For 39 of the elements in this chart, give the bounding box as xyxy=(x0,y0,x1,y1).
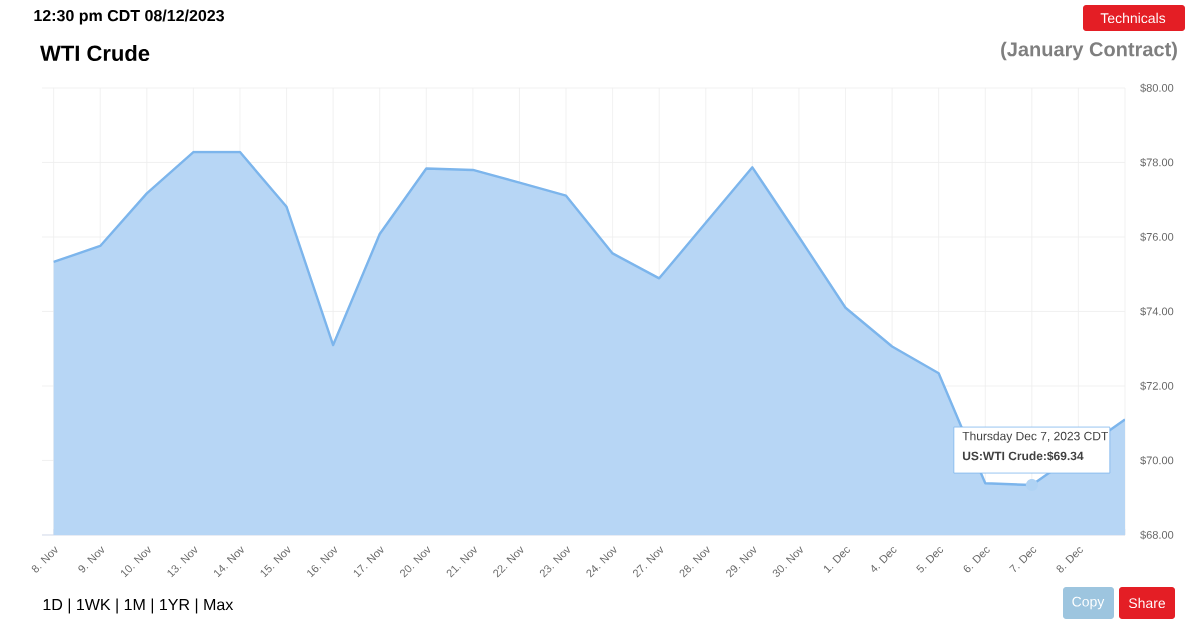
x-tick-label: 27. Nov xyxy=(633,546,664,578)
text: 12:30 pm CDT 08/12/2023 xyxy=(34,9,224,25)
x-tick-label: 4. Dec xyxy=(871,547,897,573)
y-tick-label: $78.00 xyxy=(1140,158,1174,167)
y-tick-label: $80.00 xyxy=(1140,83,1174,93)
annotation: US:WTI Crude:$69.34 xyxy=(962,451,1084,461)
x-tick-label: 7. Dec xyxy=(1009,547,1037,573)
y-tick-label: $76.00 xyxy=(1140,232,1174,242)
y-tick-label: $68.00 xyxy=(1140,530,1174,540)
x-tick-label: 1. Dec xyxy=(823,547,850,573)
x-tick-label: 28. Nov xyxy=(679,546,710,578)
y-tick-label: $70.00 xyxy=(1140,456,1174,465)
text: 1D | 1WK | 1M | 1YR | Max xyxy=(43,598,234,614)
y-tick-label: $74.00 xyxy=(1140,307,1174,316)
x-tick-label: 22. Nov xyxy=(493,546,524,578)
x-tick-label: 21. Nov xyxy=(446,546,477,578)
x-tick-label: 14. Nov xyxy=(214,546,244,578)
text: Copy xyxy=(1072,596,1105,610)
x-tick-label: 8. Dec xyxy=(1056,547,1083,573)
x-tick-label: 20. Nov xyxy=(400,546,431,578)
x-tick-label: 13. Nov xyxy=(167,546,198,578)
x-tick-label: 29. Nov xyxy=(726,546,757,578)
y-tick-label: $72.00 xyxy=(1140,381,1174,391)
x-tick-label: 15. Nov xyxy=(260,546,291,578)
chart-subtitle: (January Contract) xyxy=(1001,41,1177,61)
x-tick-label: 10. Nov xyxy=(120,546,151,578)
text: Technicals xyxy=(1100,12,1166,24)
x-tick-label: 24. Nov xyxy=(586,546,617,578)
x-tick-label: 17. Nov xyxy=(353,546,384,578)
x-tick-label: 30. Nov xyxy=(772,546,803,577)
x-tick-label: 6. Dec xyxy=(963,547,990,573)
x-tick-label: 9. Nov xyxy=(78,546,105,573)
text: Share xyxy=(1128,597,1166,609)
x-tick-label: 16. Nov xyxy=(307,546,337,578)
x-tick-label: 23. Nov xyxy=(539,546,570,578)
x-tick-label: 8. Nov xyxy=(31,546,58,573)
chart-title: WTI Crude xyxy=(40,44,150,62)
annotation: Thursday Dec 7, 2023 CDT xyxy=(962,431,1109,443)
x-tick-label: 5. Dec xyxy=(916,547,944,573)
